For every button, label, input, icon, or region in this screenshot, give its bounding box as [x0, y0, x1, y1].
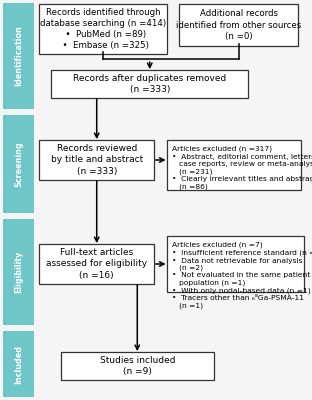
Text: Identification: Identification — [14, 26, 23, 86]
Text: Records reviewed
by title and abstract
(n =333): Records reviewed by title and abstract (… — [51, 144, 143, 176]
Bar — [3, 331, 34, 397]
Bar — [3, 219, 34, 325]
FancyBboxPatch shape — [167, 236, 304, 292]
FancyBboxPatch shape — [167, 140, 301, 190]
Text: Studies included
(n =9): Studies included (n =9) — [100, 356, 175, 376]
Text: Records after duplicates removed
(n =333): Records after duplicates removed (n =333… — [73, 74, 227, 94]
FancyBboxPatch shape — [39, 140, 154, 180]
Text: Additional records
identified from other sources
(n =0): Additional records identified from other… — [176, 9, 301, 41]
FancyBboxPatch shape — [51, 70, 248, 98]
Text: Included: Included — [14, 344, 23, 384]
FancyBboxPatch shape — [39, 244, 154, 284]
Text: Eligibility: Eligibility — [14, 251, 23, 293]
FancyBboxPatch shape — [179, 4, 298, 46]
Text: Articles excluded (n =7)
•  Insufficient reference standard (n =2)
•  Data not r: Articles excluded (n =7) • Insufficient … — [172, 242, 312, 309]
Text: Articles excluded (n =317)
•  Abstract, editorial comment, letters,
   case repo: Articles excluded (n =317) • Abstract, e… — [172, 146, 312, 190]
FancyBboxPatch shape — [39, 4, 167, 54]
Text: Records identified through
database searching (n =414)
  •  PubMed (n =89)
  •  : Records identified through database sear… — [40, 8, 166, 50]
Text: Full-text articles
assessed for eligibility
(n =16): Full-text articles assessed for eligibil… — [46, 248, 147, 280]
FancyBboxPatch shape — [61, 352, 214, 380]
Bar — [3, 115, 34, 213]
Text: Screening: Screening — [14, 141, 23, 187]
Bar — [3, 3, 34, 109]
